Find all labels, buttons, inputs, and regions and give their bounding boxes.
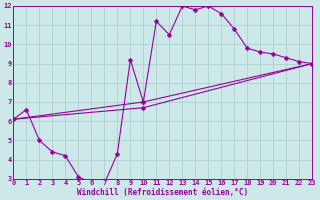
- X-axis label: Windchill (Refroidissement éolien,°C): Windchill (Refroidissement éolien,°C): [77, 188, 248, 197]
